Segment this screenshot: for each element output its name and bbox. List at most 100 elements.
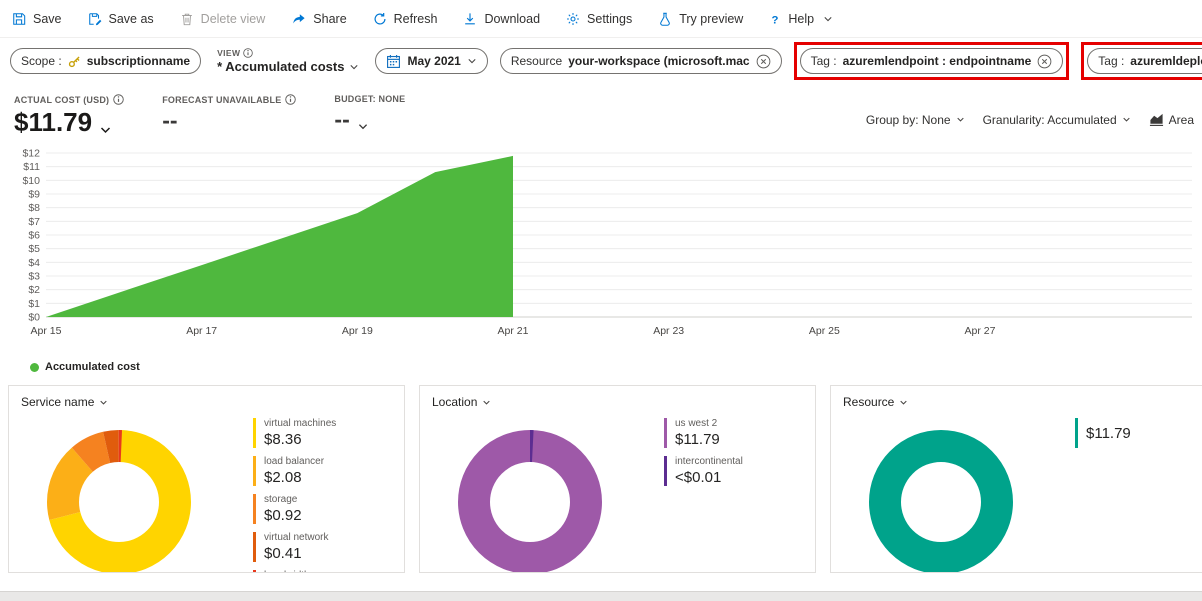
scope-pill[interactable]: Scope : subscriptionname [10, 48, 202, 74]
download-icon [463, 12, 477, 26]
service-name-donut-legend: virtual machines $8.36 load balancer $2.08 s… [253, 418, 336, 572]
toolbar-delete-view-button: Delete view [180, 11, 266, 26]
toolbar: Save Save as Delete view Share Refresh Downlo… [0, 0, 1202, 38]
donut-legend-item[interactable]: $11.79 [1075, 418, 1131, 448]
toolbar-label: Save as [108, 11, 154, 26]
key-icon [68, 55, 81, 68]
donut-legend-item[interactable]: us west 2 $11.79 [664, 418, 743, 448]
resource-filter-pill[interactable]: Resource your-workspace (microsoft.mac [499, 48, 782, 74]
settings-icon [566, 12, 580, 26]
chart-type-dropdown[interactable]: Area [1149, 112, 1194, 127]
legend-swatch [664, 418, 667, 448]
svg-text:Apr 23: Apr 23 [653, 325, 684, 337]
toolbar-label: Share [313, 11, 347, 26]
kpi-budget: BUDGET: NONE -- [334, 94, 405, 131]
date-range-pill[interactable]: May 2021 [375, 48, 488, 74]
donut-legend-item[interactable]: storage $0.92 [253, 494, 336, 524]
service-name-dropdown[interactable]: Service name [21, 395, 108, 409]
svg-text:$6: $6 [28, 230, 40, 242]
legend-swatch [253, 418, 256, 448]
card-resource: Resource $11.79 [830, 385, 1202, 573]
view-selector[interactable]: VIEW * Accumulated costs [217, 48, 359, 74]
legend-swatch [253, 456, 256, 486]
toolbar-help-button[interactable]: ? Help [769, 12, 833, 26]
donut-legend-item[interactable]: virtual network $0.41 [253, 532, 336, 562]
chevron-down-icon [99, 399, 108, 406]
donut-legend-item[interactable]: load balancer $2.08 [253, 456, 336, 486]
svg-text:Apr 17: Apr 17 [186, 325, 217, 337]
budget-label: BUDGET: NONE [334, 94, 406, 104]
resource-dropdown[interactable]: Resource [843, 395, 908, 409]
tag-endpoint-filter-pill[interactable]: Tag : azuremlendpoint : endpointname [799, 48, 1064, 74]
legend-value: <$0.01 [675, 469, 722, 486]
toolbar-download-button[interactable]: Download [463, 12, 540, 26]
view-caption: VIEW [217, 48, 241, 58]
toolbar-share-button[interactable]: Share [291, 11, 347, 26]
toolbar-refresh-button[interactable]: Refresh [373, 12, 437, 26]
breakdown-cards: Service name virtual machines $8.36 load b… [0, 373, 1202, 573]
resource-filter-label: Resource [510, 54, 563, 68]
delete-icon [180, 12, 194, 26]
legend-label: Accumulated cost [45, 361, 140, 373]
toolbar-label: Try preview [679, 11, 744, 26]
resource-donut-chart [869, 430, 1013, 572]
group-by-dropdown[interactable]: Group by: None [866, 113, 965, 127]
scope-label: Scope : [21, 54, 62, 68]
toolbar-settings-button[interactable]: Settings [566, 12, 632, 26]
save-icon [12, 12, 26, 26]
donut-legend-item[interactable]: bandwidth$0.02 [253, 570, 336, 572]
scope-value: subscriptionname [86, 54, 191, 68]
svg-text:$4: $4 [28, 257, 40, 269]
location-dropdown[interactable]: Location [432, 395, 491, 409]
legend-name: virtual machines [264, 418, 337, 429]
toolbar-save-as-button[interactable]: Save as [88, 12, 154, 26]
tag-filter-label: Tag : [810, 54, 837, 68]
share-icon [291, 12, 306, 26]
forecast-value: -- [162, 107, 178, 133]
legend-swatch [253, 494, 256, 524]
tag-filter-label: Tag : [1098, 54, 1125, 68]
chart-legend-item[interactable]: Accumulated cost [30, 361, 1202, 373]
donut-legend-item[interactable]: intercontinental <$0.01 [664, 456, 743, 486]
accumulated-cost-area-chart: $0 $1 $2 $3 $4 $5 $6 $7 $8 $9 $10 $11 $12 Apr 15 Apr 1… [0, 141, 1202, 355]
chevron-down-icon [956, 116, 965, 123]
refresh-icon [373, 12, 387, 26]
remove-filter-icon[interactable] [1037, 54, 1052, 69]
legend-name: intercontinental [675, 456, 743, 467]
granularity-dropdown[interactable]: Granularity: Accumulated [983, 113, 1131, 127]
card-service-name: Service name virtual machines $8.36 load b… [8, 385, 405, 573]
toolbar-label: Delete view [200, 11, 266, 26]
legend-name: bandwidth [264, 570, 310, 572]
svg-text:$2: $2 [28, 284, 40, 296]
svg-text:Apr 25: Apr 25 [809, 325, 840, 337]
chevron-down-icon [467, 57, 477, 65]
svg-text:$12: $12 [22, 148, 40, 160]
toolbar-label: Settings [587, 11, 633, 26]
toolbar-label: Download [484, 11, 541, 26]
legend-swatch [1075, 418, 1078, 448]
legend-name: load balancer [264, 456, 325, 467]
toolbar-try-preview-button[interactable]: Try preview [658, 12, 743, 26]
area-chart-icon [1149, 112, 1164, 127]
chart-controls: Group by: None Granularity: Accumulated … [866, 112, 1194, 127]
budget-value[interactable]: -- [334, 108, 405, 131]
service-name-donut-chart [47, 430, 191, 572]
donut-legend-item[interactable]: virtual machines $8.36 [253, 418, 336, 448]
tag-deployment-filter-pill[interactable]: Tag : azuremldeployment :name [1087, 48, 1202, 74]
toolbar-label: Help [788, 11, 815, 26]
help-icon: ? [769, 12, 781, 26]
svg-text:Apr 19: Apr 19 [342, 325, 373, 337]
info-icon [243, 48, 254, 58]
chevron-down-icon [823, 15, 833, 23]
actual-cost-value[interactable]: $11.79 [14, 109, 124, 135]
toolbar-save-button[interactable]: Save [12, 12, 62, 26]
resource-donut-legend: $11.79 [1075, 418, 1131, 448]
view-value: * Accumulated costs [217, 59, 345, 74]
filter-bar: Scope : subscriptionname VIEW * Accumula… [0, 38, 1202, 84]
card-location: Location us west 2 $11.79 intercontinental… [419, 385, 816, 573]
info-icon [113, 94, 124, 105]
svg-text:$8: $8 [28, 202, 40, 214]
remove-filter-icon[interactable] [756, 54, 771, 69]
svg-text:$11: $11 [23, 161, 40, 173]
bottom-strip [0, 591, 1202, 601]
